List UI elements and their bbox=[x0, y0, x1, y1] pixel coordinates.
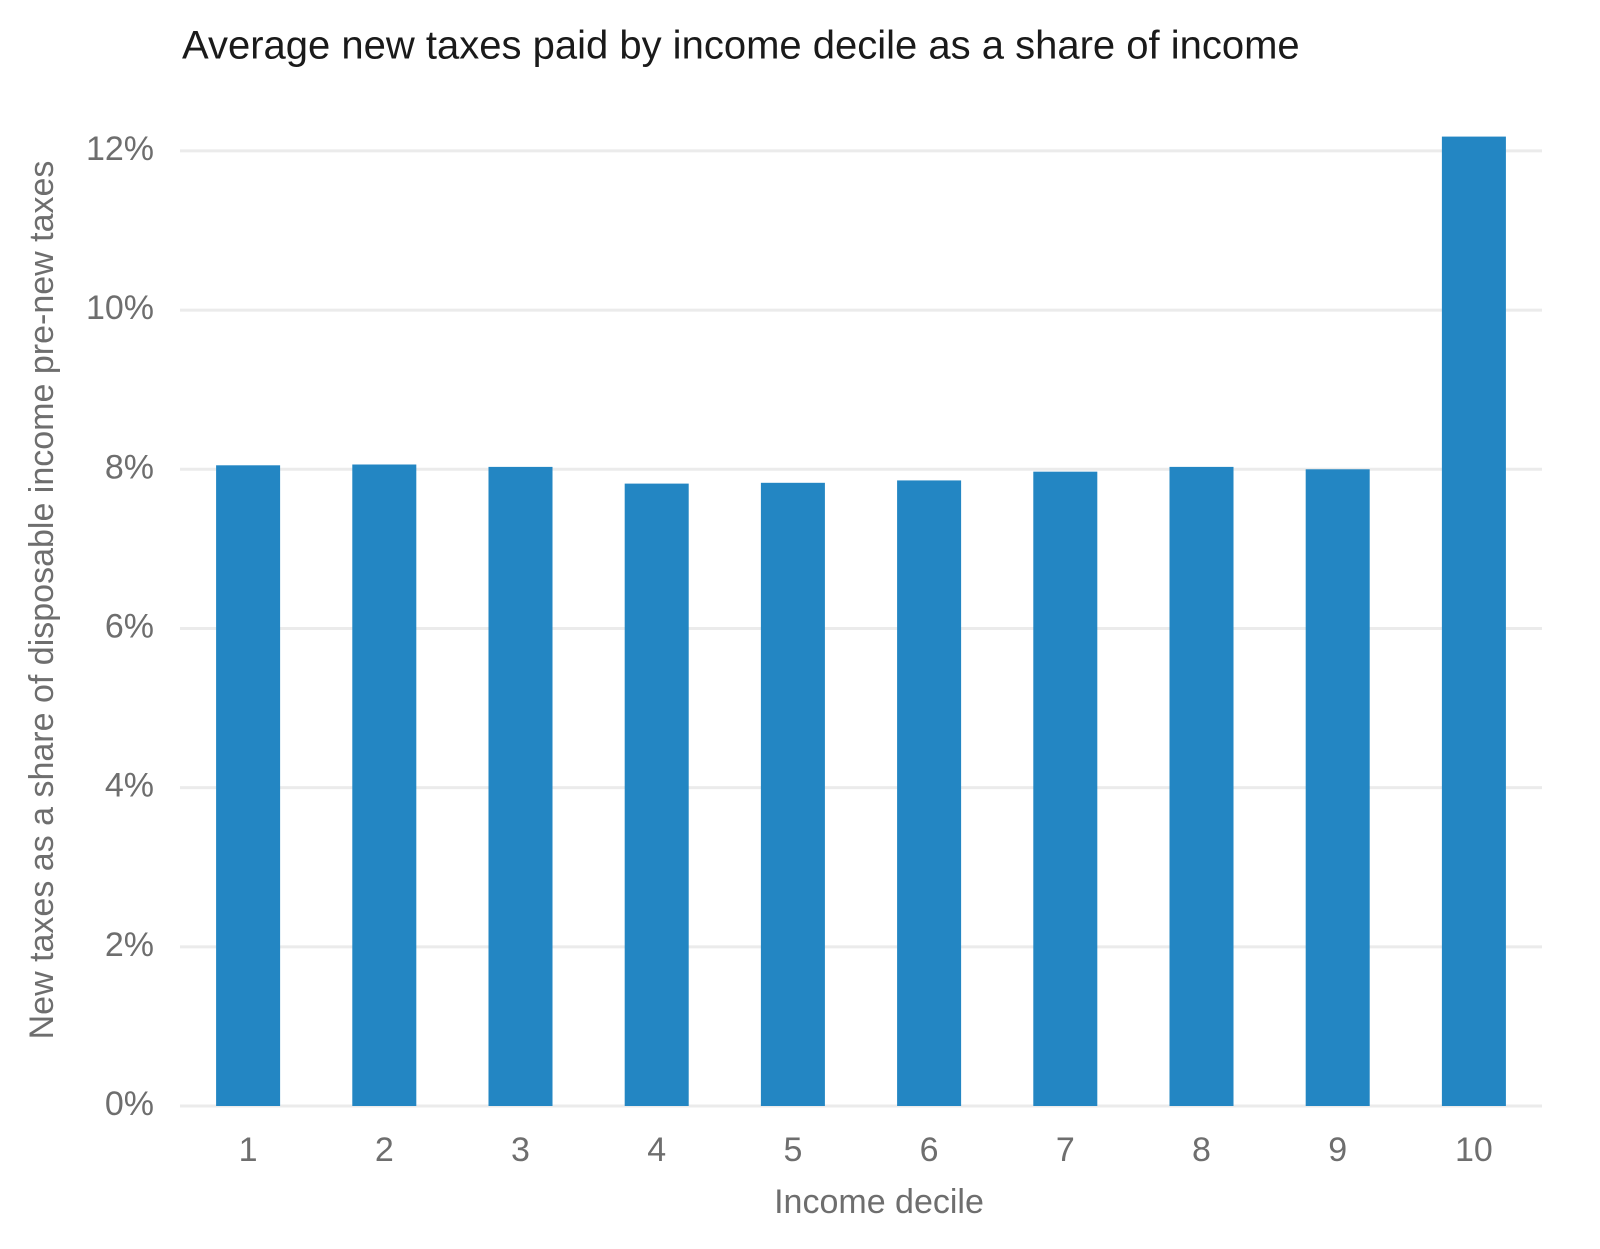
bar bbox=[216, 465, 281, 1106]
y-tick-label: 0% bbox=[105, 1085, 154, 1123]
y-tick-label: 10% bbox=[86, 289, 154, 327]
y-tick-label: 4% bbox=[105, 767, 154, 805]
bar bbox=[488, 466, 553, 1106]
bar bbox=[1033, 471, 1098, 1106]
x-tick-label: 1 bbox=[239, 1131, 258, 1169]
x-tick-label: 5 bbox=[783, 1131, 802, 1169]
x-tick-label: 8 bbox=[1192, 1131, 1211, 1169]
x-axis-title: Income decile bbox=[774, 1183, 984, 1221]
y-tick-label: 12% bbox=[86, 130, 154, 168]
bar bbox=[624, 483, 689, 1106]
bar bbox=[1441, 136, 1506, 1106]
x-tick-label: 2 bbox=[375, 1131, 394, 1169]
y-tick-label: 6% bbox=[105, 607, 154, 645]
x-tick-label: 7 bbox=[1056, 1131, 1075, 1169]
x-tick-label: 6 bbox=[920, 1131, 939, 1169]
y-tick-label: 8% bbox=[105, 448, 154, 486]
bar bbox=[1169, 466, 1234, 1106]
y-tick-label: 2% bbox=[105, 926, 154, 964]
chart-title: Average new taxes paid by income decile … bbox=[182, 24, 1300, 68]
y-axis-title: New taxes as a share of disposable incom… bbox=[23, 161, 61, 1040]
bar bbox=[897, 480, 962, 1106]
bar bbox=[1305, 469, 1370, 1106]
x-tick-label: 3 bbox=[511, 1131, 530, 1169]
bar bbox=[760, 482, 825, 1106]
x-tick-label: 9 bbox=[1328, 1131, 1347, 1169]
x-tick-label: 4 bbox=[647, 1131, 666, 1169]
bar bbox=[352, 464, 417, 1106]
x-tick-label: 10 bbox=[1455, 1131, 1493, 1169]
